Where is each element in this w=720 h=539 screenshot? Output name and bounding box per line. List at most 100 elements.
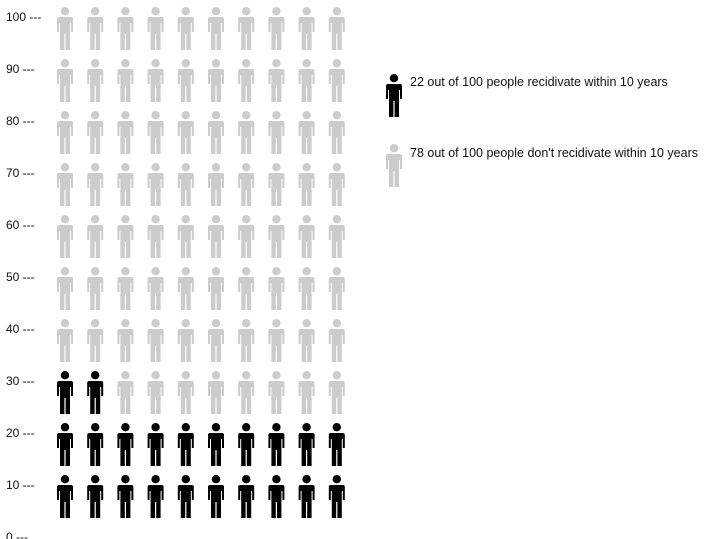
legend-label-not-recidivate: 78 out of 100 people don't recidivate wi… (410, 146, 698, 160)
y-axis-ticks: 0 --- 10 --- 20 --- 30 --- 40 --- 50 --- 60 --… (6, 10, 41, 539)
person-icon-not-recidivate (87, 163, 104, 206)
person-icon-recidivate (57, 475, 73, 518)
person-icon-not-recidivate (57, 319, 73, 362)
person-icon-not-recidivate (298, 371, 315, 414)
person-icon-recidivate (177, 423, 194, 466)
person-icon-recidivate (87, 423, 104, 466)
y-tick-label: 10 --- (6, 478, 35, 492)
person-icon-not-recidivate (147, 163, 164, 206)
person-icon-recidivate (268, 475, 285, 518)
legend-person-icon-recidivate (386, 74, 402, 117)
person-icon-not-recidivate (268, 319, 285, 362)
person-icon-not-recidivate (238, 59, 255, 102)
person-icon-not-recidivate (147, 371, 164, 414)
y-tick-label: 60 --- (6, 218, 35, 232)
person-icon-not-recidivate (328, 59, 345, 102)
people-grid (57, 7, 345, 518)
person-icon-not-recidivate (268, 215, 285, 258)
person-icon-not-recidivate (238, 319, 255, 362)
person-icon-not-recidivate (57, 111, 73, 154)
person-icon-not-recidivate (57, 267, 73, 310)
y-tick-label: 80 --- (6, 114, 35, 128)
person-icon-recidivate (298, 423, 315, 466)
person-icon-not-recidivate (147, 111, 164, 154)
person-icon-not-recidivate (328, 215, 345, 258)
person-icon-not-recidivate (238, 7, 255, 50)
person-icon-not-recidivate (298, 215, 315, 258)
person-icon-recidivate (238, 423, 255, 466)
person-icon-not-recidivate (268, 163, 285, 206)
person-icon-not-recidivate (87, 319, 104, 362)
person-icon-not-recidivate (87, 215, 104, 258)
person-icon-recidivate (57, 371, 73, 414)
person-icon-not-recidivate (298, 319, 315, 362)
person-icon-recidivate (117, 423, 134, 466)
person-icon-recidivate (268, 423, 285, 466)
person-icon-not-recidivate (57, 59, 73, 102)
person-icon-not-recidivate (117, 319, 134, 362)
person-icon-not-recidivate (87, 7, 104, 50)
y-tick-label: 40 --- (6, 322, 35, 336)
legend-person-glyph (386, 144, 402, 187)
person-icon-not-recidivate (117, 371, 134, 414)
person-icon-not-recidivate (177, 111, 194, 154)
person-icon-not-recidivate (268, 267, 285, 310)
y-tick-label: 0 --- (6, 530, 28, 539)
person-icon-not-recidivate (87, 111, 104, 154)
person-icon-not-recidivate (208, 111, 224, 154)
person-icon-not-recidivate (117, 163, 134, 206)
person-icon-recidivate (147, 475, 164, 518)
person-icon-recidivate (117, 475, 134, 518)
person-icon-not-recidivate (57, 7, 73, 50)
person-icon-not-recidivate (268, 111, 285, 154)
person-icon-not-recidivate (328, 319, 345, 362)
legend-person-glyph (386, 74, 402, 117)
legend: 22 out of 100 people recidivate within 1… (386, 74, 698, 187)
person-icon-not-recidivate (298, 163, 315, 206)
person-icon-recidivate (147, 423, 164, 466)
person-icon-not-recidivate (147, 319, 164, 362)
person-icon-not-recidivate (238, 111, 255, 154)
y-tick-label: 90 --- (6, 62, 35, 76)
person-icon-not-recidivate (238, 371, 255, 414)
y-tick-label: 100 --- (6, 10, 41, 24)
legend-label-recidivate: 22 out of 100 people recidivate within 1… (410, 75, 668, 89)
person-icon-not-recidivate (208, 267, 224, 310)
person-icon-not-recidivate (57, 163, 73, 206)
person-icon-not-recidivate (87, 267, 104, 310)
y-tick-label: 70 --- (6, 166, 35, 180)
person-icon-not-recidivate (298, 59, 315, 102)
person-icon-not-recidivate (298, 7, 315, 50)
person-icon-not-recidivate (177, 59, 194, 102)
y-tick-label: 50 --- (6, 270, 35, 284)
person-icon-not-recidivate (208, 215, 224, 258)
person-icon-not-recidivate (117, 215, 134, 258)
person-icon-recidivate (328, 475, 345, 518)
person-icon-not-recidivate (177, 215, 194, 258)
person-icon-recidivate (57, 423, 73, 466)
person-icon-not-recidivate (238, 163, 255, 206)
y-tick-label: 30 --- (6, 374, 35, 388)
person-icon-not-recidivate (268, 371, 285, 414)
person-icon-recidivate (208, 423, 224, 466)
person-icon-recidivate (87, 371, 104, 414)
person-icon-not-recidivate (298, 111, 315, 154)
person-icon-not-recidivate (328, 111, 345, 154)
person-icon-not-recidivate (268, 7, 285, 50)
person-icon-not-recidivate (208, 371, 224, 414)
person-icon-not-recidivate (117, 267, 134, 310)
person-icon-not-recidivate (238, 267, 255, 310)
person-icon-recidivate (238, 475, 255, 518)
person-icon-not-recidivate (328, 267, 345, 310)
person-icon-not-recidivate (177, 371, 194, 414)
person-icon-not-recidivate (238, 215, 255, 258)
person-icon-recidivate (328, 423, 345, 466)
person-icon-recidivate (87, 475, 104, 518)
person-icon-not-recidivate (177, 267, 194, 310)
person-icon-not-recidivate (268, 59, 285, 102)
person-icon-not-recidivate (147, 267, 164, 310)
person-icon-recidivate (298, 475, 315, 518)
person-icon-recidivate (177, 475, 194, 518)
legend-item-recidivate: 22 out of 100 people recidivate within 1… (386, 74, 668, 117)
